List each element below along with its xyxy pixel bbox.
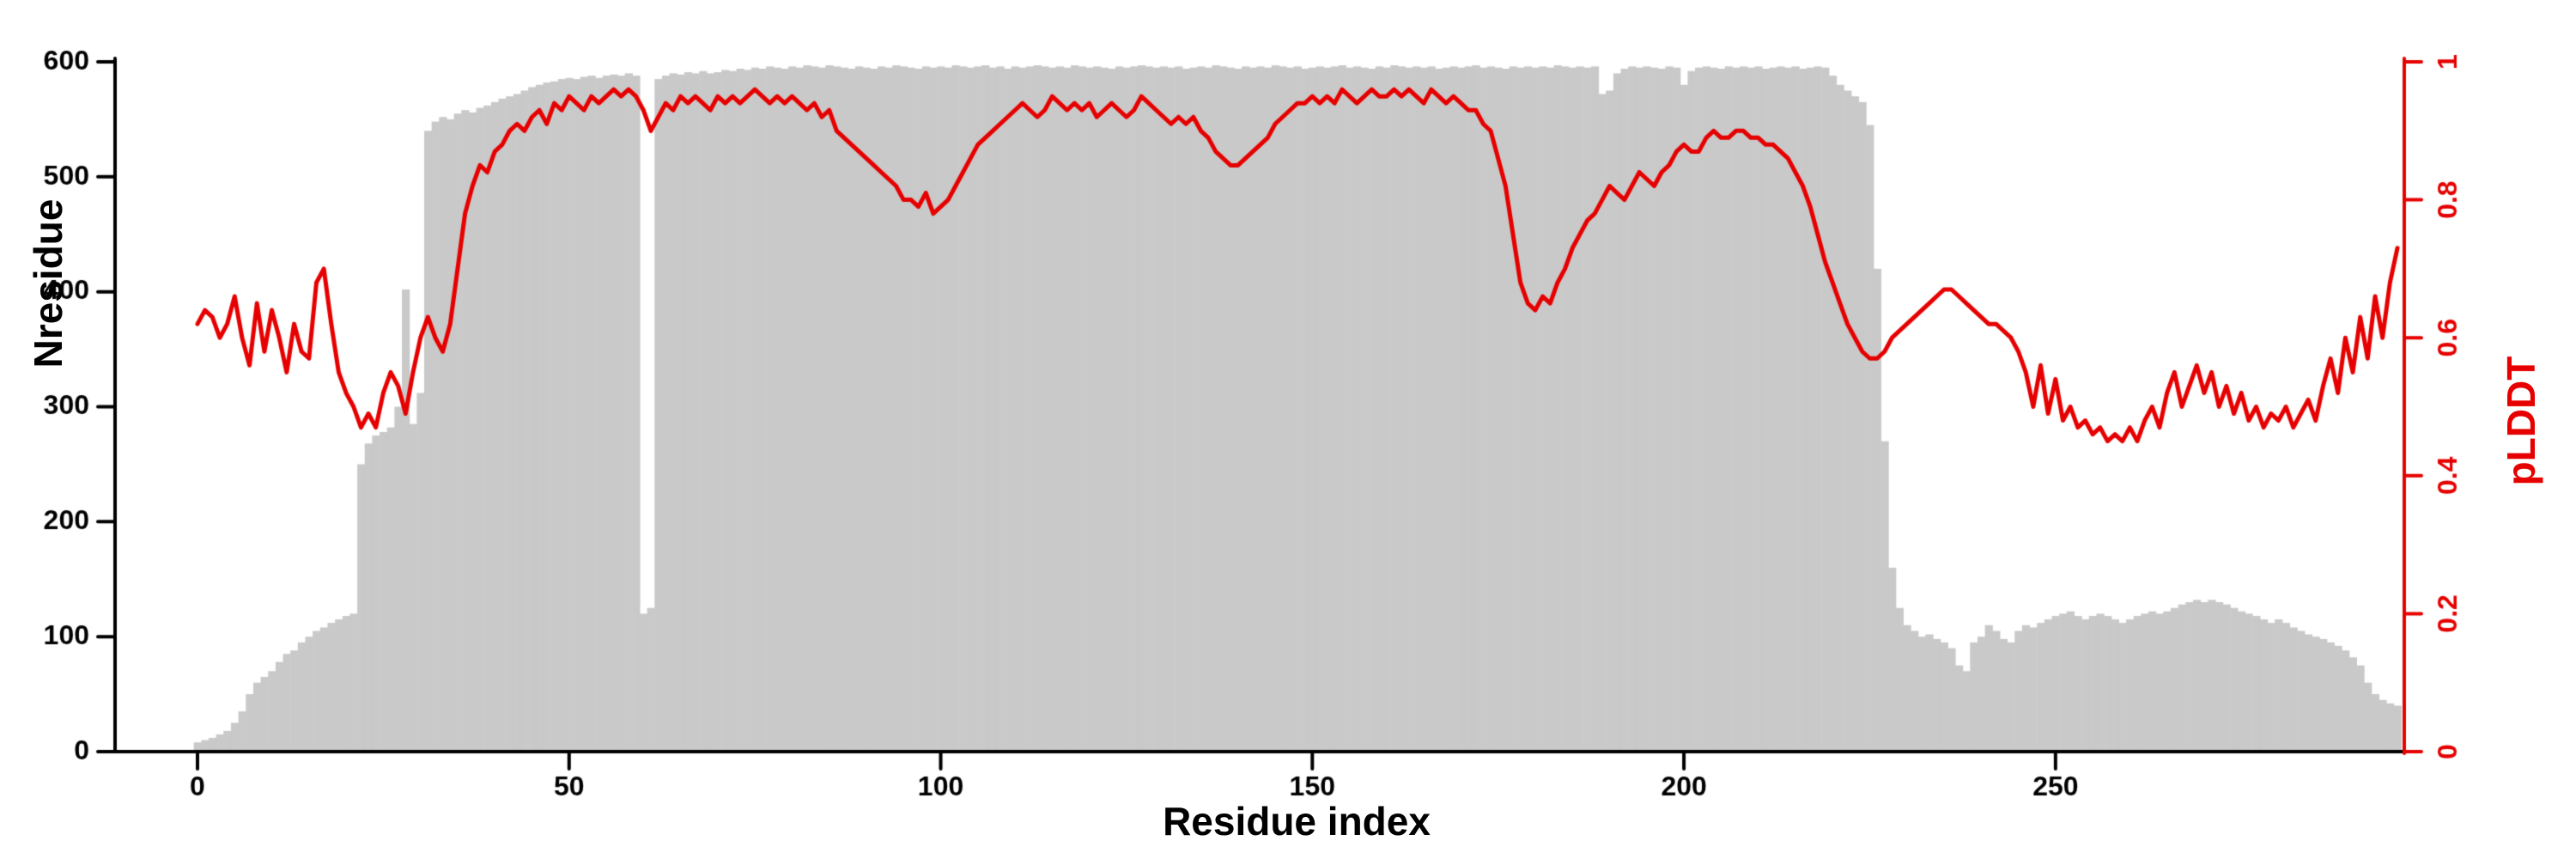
left-axis-title: Nresidue xyxy=(26,198,70,369)
right-axis-title: pLDDT xyxy=(2499,356,2543,486)
x-axis-title: Residue index xyxy=(1163,799,1431,844)
